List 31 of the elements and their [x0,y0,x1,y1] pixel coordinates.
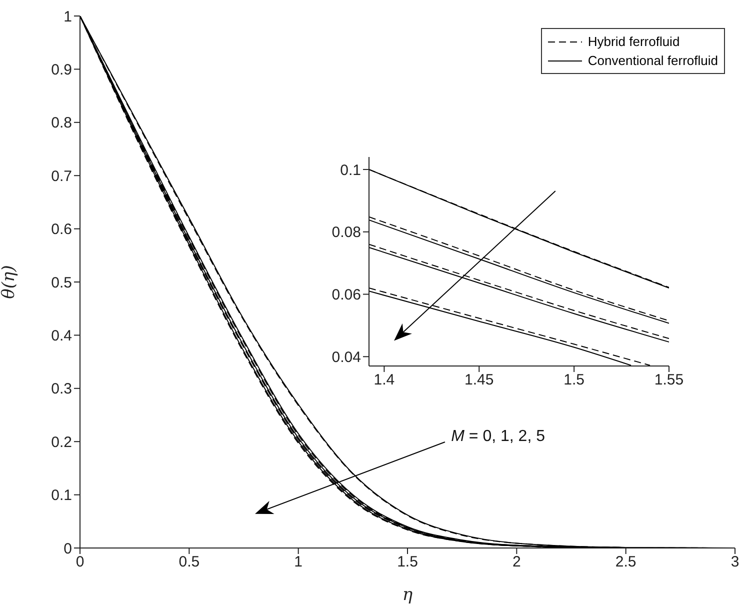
y-tick-label: 0.9 [51,62,72,79]
y-tick-label: 0.2 [51,434,72,451]
x-tick-label: 1.4 [374,372,395,389]
y-tick-label: 0.1 [51,487,72,504]
y-axis-title: θ(η) [0,265,20,299]
x-tick-label: 2.5 [615,554,636,571]
annotation: M = 0, 1, 2, 5 [451,428,545,446]
y-tick-label: 0.4 [51,328,72,345]
legend-label: Conventional ferrofluid [588,52,718,70]
y-tick-label: 0.5 [51,274,72,292]
x-axis-title: η [402,585,414,605]
y-tick-label: 1 [64,8,72,26]
y-tick-label: 0.7 [51,168,72,185]
x-tick-label: 1 [294,554,303,571]
y-tick-label: 0.1 [340,162,361,179]
y-tick-label: 0 [64,540,72,558]
legend-label: Hybrid ferrofluid [588,33,680,51]
y-tick-label: 0.08 [332,224,361,242]
y-tick-label: 0.8 [51,114,72,132]
x-tick-label: 3 [730,554,740,571]
x-tick-label: 1.45 [464,372,494,389]
x-tick-label: 0 [76,554,84,571]
y-tick-label: 0.04 [332,348,361,366]
x-tick-label: 0.5 [178,554,200,571]
y-tick-label: 0.3 [51,380,72,398]
x-tick-label: 1.5 [564,372,584,389]
x-tick-label: 2 [512,554,521,571]
y-tick-label: 0.06 [332,286,361,304]
x-tick-label: 1.5 [397,554,418,571]
y-tick-label: 0.6 [51,221,72,238]
x-tick-label: 1.55 [654,372,684,389]
